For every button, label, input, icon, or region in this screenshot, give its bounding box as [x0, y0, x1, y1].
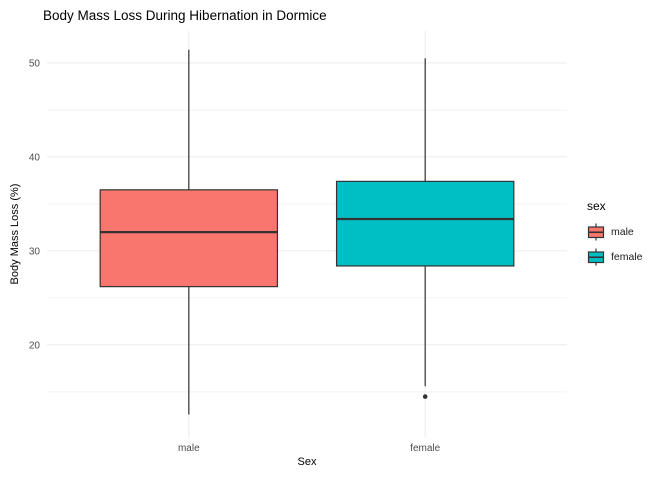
x-tick-label: female	[410, 443, 440, 454]
legend-key-female-boxplot-icon	[587, 248, 605, 266]
chart-title: Body Mass Loss During Hibernation in Dor…	[43, 8, 327, 23]
legend: sex male female	[587, 199, 643, 273]
legend-label-female: female	[611, 251, 643, 263]
y-tick-label: 50	[29, 58, 41, 69]
box-female	[335, 180, 515, 267]
legend-key-male-boxplot-icon	[587, 223, 605, 241]
x-tick-label: male	[178, 443, 200, 454]
box-male	[99, 189, 279, 288]
legend-label-male: male	[611, 226, 634, 238]
legend-item-male: male	[587, 223, 643, 241]
legend-title: sex	[587, 199, 606, 213]
legend-items: male female	[587, 223, 643, 266]
outlier-point-female	[422, 394, 428, 399]
legend-item-female: female	[587, 248, 643, 266]
y-tick-label: 30	[29, 246, 41, 257]
x-axis-title: Sex	[297, 456, 317, 468]
y-tick-label: 40	[29, 152, 41, 163]
y-tick-label: 20	[29, 340, 41, 351]
y-axis-title: Body Mass Loss (%)	[9, 183, 21, 285]
